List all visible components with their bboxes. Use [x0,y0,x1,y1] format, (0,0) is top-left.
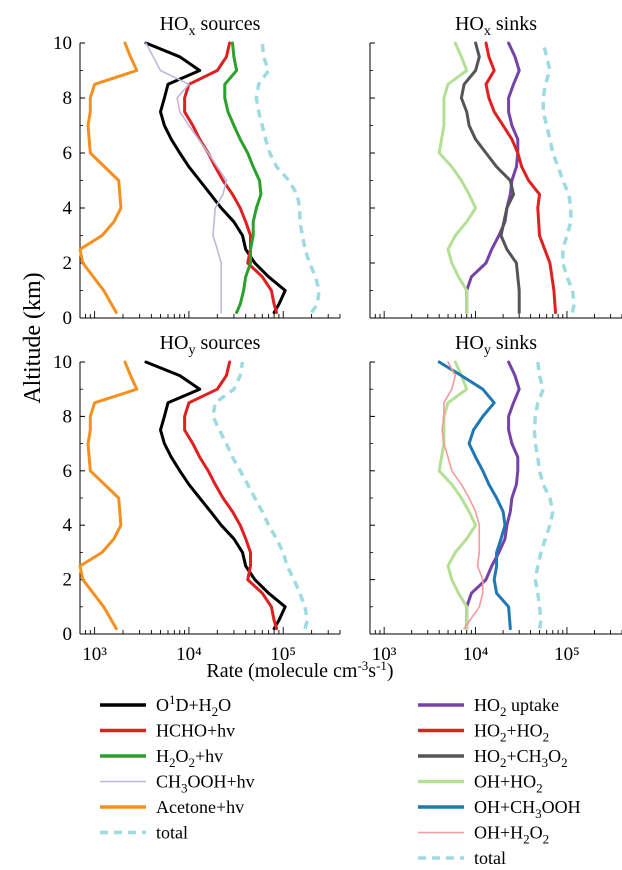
legend-label: total [156,823,188,843]
y-axis-label: Altitude (km) [20,272,46,403]
legend-item: total [100,823,188,843]
y-tick-label: 6 [63,143,73,164]
legend-item: H2O2+hv [100,746,223,770]
x-tick-label: 10³ [82,644,107,665]
panel-4: 10³ 10⁴ 10⁵ HOy sinks [370,332,622,665]
x-tick-label: 10⁵ [554,644,580,665]
legend-item: HO2+HO2 [418,721,549,745]
legend-label: HO2+HO2 [474,721,549,745]
legend-label: OH+CH3OOH [474,797,581,821]
y-tick-label: 4 [63,198,73,219]
legend-item: HO2+CH3O2 [418,746,568,770]
x-tick-label: 10⁴ [176,644,202,665]
series-line-total [543,43,574,313]
y-tick-label: 10 [53,33,72,54]
legend-label: H2O2+hv [156,746,223,770]
y-tick-label: 6 [63,461,73,482]
series-line-o1d-h2o [146,43,285,313]
legend-label: HO2+CH3O2 [474,746,568,770]
legend-label: OH+H2O2 [474,823,549,847]
series-line-ho2-uptake [467,43,520,313]
series-line-acetone-hv [80,43,137,313]
legend-item: total [418,848,506,868]
y-tick-label: 2 [63,253,73,274]
series-line-ho2-ch3o2 [461,43,519,313]
series-line-o1d-h2o [146,362,285,629]
panel-title: HOx sources [160,13,261,39]
x-tick-label: 10⁴ [463,644,489,665]
x-axis-label: Rate (molecule cm-3s-1) [206,658,393,682]
y-tick-label: 8 [63,406,73,427]
legend-label: total [474,848,506,868]
panel-title: HOy sources [160,332,261,358]
y-tick-label: 10 [53,352,72,373]
y-tick-label: 4 [63,515,73,536]
legend-item: HO2 uptake [418,695,559,719]
panel-2: HOx sinks [370,13,622,318]
legend-label: OH+HO2 [474,772,543,796]
series-line-ch3ooh-hv [146,43,227,313]
legend-item: OH+H2O2 [418,823,549,847]
panel-1: 0 2 4 6 8 10 HOx sources [53,13,340,329]
legend-item: OH+HO2 [418,772,543,796]
series-line-oh-ho2 [439,43,475,313]
legend-label: O1D+H2O [156,692,231,719]
x-tick-label: 10⁵ [270,644,296,665]
series-line-acetone-hv [80,362,137,629]
y-tick-label: 0 [63,624,73,645]
legend-label: Acetone+hv [156,797,244,817]
legend-item: HCHO+hv [100,721,235,741]
panel-3: 0 2 4 6 8 10 10³ 10⁴ 10⁵ HOy sources [53,332,340,665]
y-tick-label: 0 [63,308,73,329]
legend-label: CH3OOH+hv [156,772,255,796]
panel-title: HOy sinks [455,332,537,358]
legend-item: CH3OOH+hv [100,772,255,796]
legend-item: OH+CH3OOH [418,797,581,821]
legend-item: O1D+H2O [100,692,231,719]
legend-label: HCHO+hv [156,721,235,741]
x-tick-label: 10³ [372,644,397,665]
legend-item: Acetone+hv [100,797,244,817]
panel-title: HOx sinks [455,13,537,39]
series-line-total [534,362,552,629]
series-line-total [213,362,307,629]
legend-label: HO2 uptake [474,695,559,719]
y-tick-label: 8 [63,88,73,109]
series-line-ho2-ho2 [486,43,556,313]
y-tick-label: 2 [63,570,73,591]
chart-panels: 0 2 4 6 8 10 HOx sources HOx sinks 0 2 4 6 8 10 10³ 10⁴… [53,13,622,665]
